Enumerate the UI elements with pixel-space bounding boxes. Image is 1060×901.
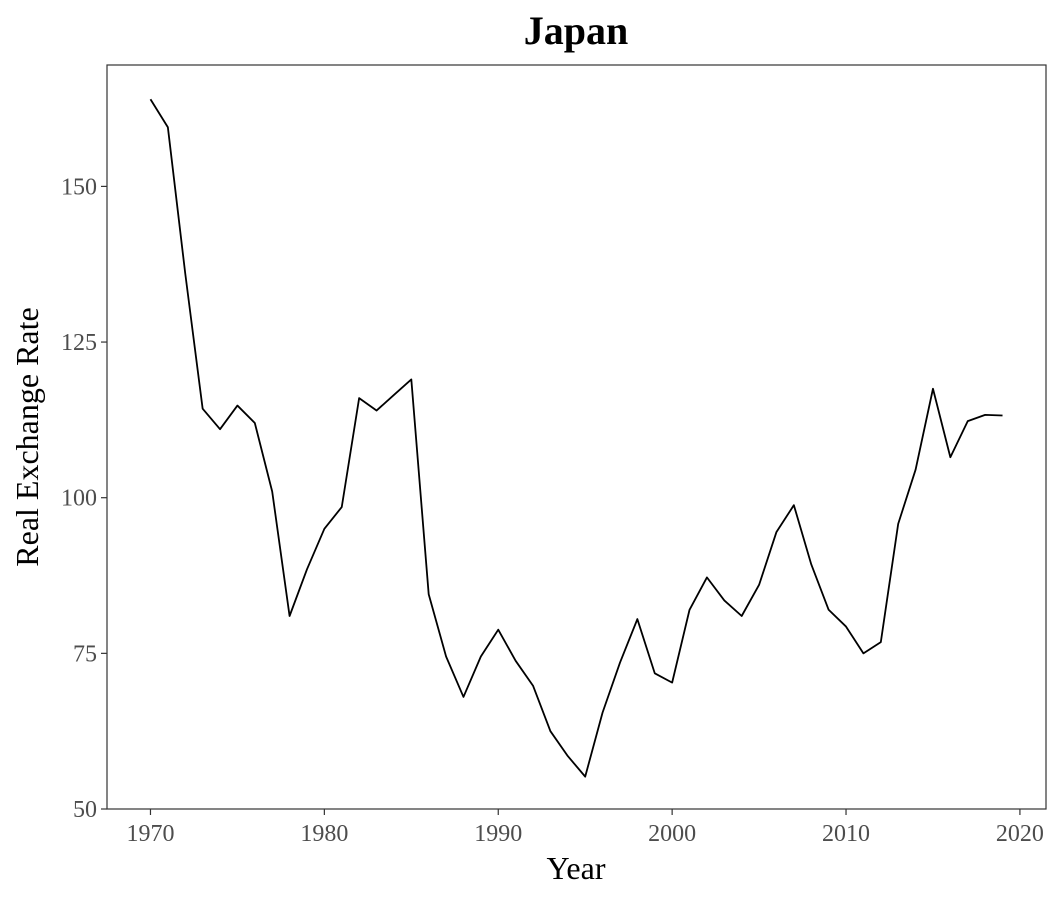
y-axis: 50 75 100 125 150 (61, 174, 107, 823)
x-tick-label: 2020 (996, 821, 1044, 847)
x-tick-label: 1990 (474, 821, 522, 847)
x-tick-label: 2000 (648, 821, 696, 847)
y-tick-label: 125 (61, 330, 97, 356)
plot-panel (106, 64, 1047, 810)
chart-title: Japan (524, 8, 629, 53)
y-tick-label: 75 (73, 641, 97, 667)
x-tick-label: 2010 (822, 821, 870, 847)
x-tick-label: 1970 (126, 821, 174, 847)
x-axis: 1970 1980 1990 2000 2010 2020 (126, 809, 1044, 847)
x-tick-label: 1980 (300, 821, 348, 847)
series-line (149, 98, 1003, 778)
y-tick-label: 150 (61, 174, 97, 200)
y-axis-title: Real Exchange Rate (9, 307, 45, 566)
y-tick-label: 50 (73, 797, 97, 823)
y-tick-label: 100 (61, 486, 97, 512)
x-axis-title: Year (547, 850, 606, 886)
